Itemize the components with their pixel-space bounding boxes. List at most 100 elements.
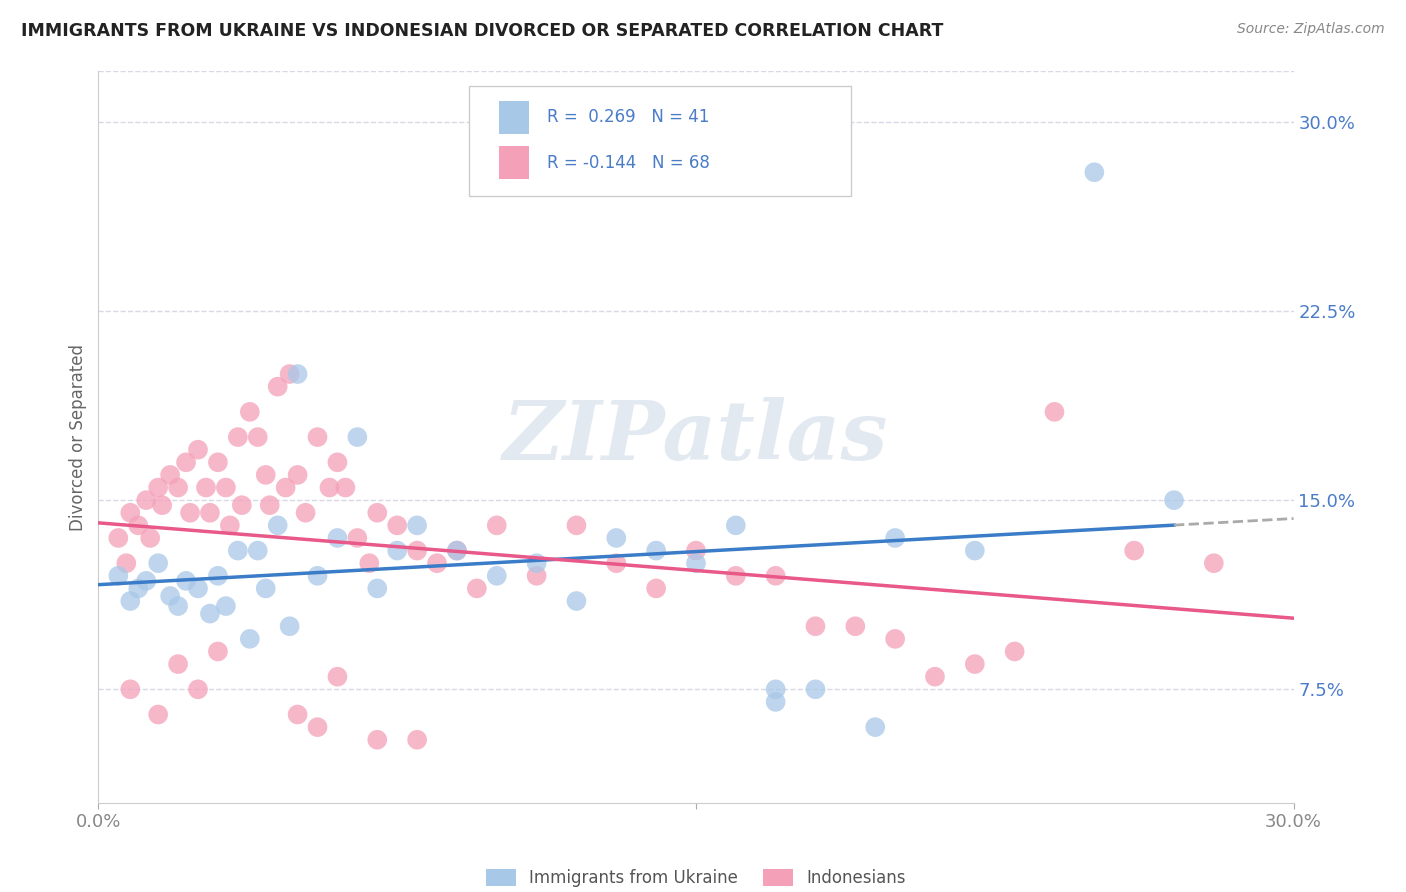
Point xyxy=(685,556,707,570)
Point xyxy=(366,582,388,596)
Point xyxy=(406,518,429,533)
Point xyxy=(526,556,548,570)
Point xyxy=(148,481,170,495)
Point xyxy=(865,720,887,734)
Point xyxy=(884,632,907,646)
Point xyxy=(267,379,290,393)
Point xyxy=(804,619,827,633)
Point xyxy=(148,556,170,570)
Point xyxy=(107,569,129,583)
Point xyxy=(605,531,627,545)
Point xyxy=(287,467,309,482)
Point xyxy=(159,589,181,603)
Point xyxy=(307,720,329,734)
Point xyxy=(724,518,747,533)
Point xyxy=(685,543,707,558)
Point xyxy=(765,695,787,709)
Point xyxy=(174,455,197,469)
Point xyxy=(107,531,129,545)
Point xyxy=(565,594,588,608)
Point xyxy=(239,632,262,646)
Point xyxy=(226,543,249,558)
Point xyxy=(426,556,449,570)
FancyBboxPatch shape xyxy=(499,146,529,179)
Point xyxy=(254,582,277,596)
Point xyxy=(1163,493,1185,508)
Point xyxy=(1043,405,1066,419)
Point xyxy=(385,518,409,533)
Point xyxy=(207,644,229,658)
Point xyxy=(724,569,747,583)
Point xyxy=(239,405,262,419)
Point xyxy=(127,518,149,533)
Point xyxy=(259,498,281,512)
Point xyxy=(195,481,218,495)
Point xyxy=(1123,543,1146,558)
Legend: Immigrants from Ukraine, Indonesians: Immigrants from Ukraine, Indonesians xyxy=(479,863,912,892)
Point xyxy=(215,599,238,613)
Point xyxy=(335,481,357,495)
Point xyxy=(115,556,138,570)
Point xyxy=(167,599,190,613)
Point xyxy=(274,481,297,495)
Text: Source: ZipAtlas.com: Source: ZipAtlas.com xyxy=(1237,22,1385,37)
Point xyxy=(120,594,142,608)
Point xyxy=(804,682,827,697)
Point xyxy=(120,506,142,520)
Point xyxy=(139,531,162,545)
Point xyxy=(406,543,429,558)
Point xyxy=(385,543,409,558)
Point xyxy=(167,481,190,495)
Point xyxy=(844,619,866,633)
Point xyxy=(294,506,316,520)
Point xyxy=(135,493,157,508)
Y-axis label: Divorced or Separated: Divorced or Separated xyxy=(69,343,87,531)
Point xyxy=(287,367,309,381)
Point xyxy=(366,506,388,520)
Point xyxy=(278,619,301,633)
Point xyxy=(465,582,488,596)
Text: R = -0.144   N = 68: R = -0.144 N = 68 xyxy=(547,153,710,172)
Point xyxy=(246,430,269,444)
Point xyxy=(1202,556,1225,570)
Point xyxy=(207,455,229,469)
Point xyxy=(215,481,238,495)
FancyBboxPatch shape xyxy=(470,86,852,195)
Point xyxy=(148,707,170,722)
Point xyxy=(346,430,368,444)
Point xyxy=(174,574,197,588)
Point xyxy=(526,569,548,583)
Point xyxy=(120,682,142,697)
Point xyxy=(963,543,986,558)
Point xyxy=(645,543,668,558)
Point xyxy=(366,732,388,747)
Point xyxy=(254,467,277,482)
Point xyxy=(267,518,290,533)
Point xyxy=(318,481,340,495)
Point xyxy=(307,430,329,444)
Point xyxy=(179,506,201,520)
Point xyxy=(924,670,946,684)
Text: IMMIGRANTS FROM UKRAINE VS INDONESIAN DIVORCED OR SEPARATED CORRELATION CHART: IMMIGRANTS FROM UKRAINE VS INDONESIAN DI… xyxy=(21,22,943,40)
Point xyxy=(167,657,190,671)
Point xyxy=(207,569,229,583)
Point xyxy=(884,531,907,545)
Point xyxy=(307,569,329,583)
Point xyxy=(127,582,149,596)
Point xyxy=(963,657,986,671)
Point xyxy=(326,531,349,545)
Point xyxy=(187,682,209,697)
FancyBboxPatch shape xyxy=(499,101,529,134)
Point xyxy=(198,506,221,520)
Point xyxy=(226,430,249,444)
Point xyxy=(446,543,468,558)
Text: R =  0.269   N = 41: R = 0.269 N = 41 xyxy=(547,109,709,127)
Point xyxy=(198,607,221,621)
Point xyxy=(326,455,349,469)
Point xyxy=(231,498,253,512)
Point xyxy=(135,574,157,588)
Text: ZIPatlas: ZIPatlas xyxy=(503,397,889,477)
Point xyxy=(219,518,242,533)
Point xyxy=(287,707,309,722)
Point xyxy=(406,732,429,747)
